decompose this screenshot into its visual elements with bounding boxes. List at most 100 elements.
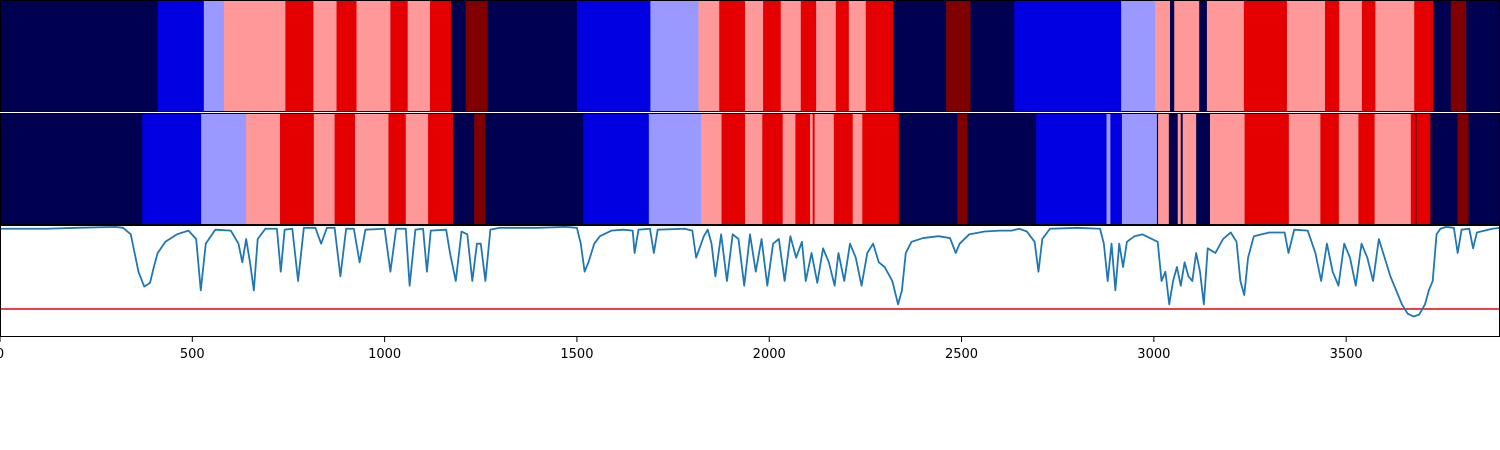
heatmap-segment-23 <box>810 113 814 225</box>
heatmap-segment-19 <box>745 113 763 225</box>
heatmap-segment-48 <box>1358 113 1376 225</box>
heatmap-segment-7 <box>336 0 357 112</box>
heatmap-segment-25 <box>848 0 867 112</box>
heatmap-segment-18 <box>721 113 746 225</box>
heatmap-segment-34 <box>1174 0 1200 112</box>
heatmap-segment-45 <box>1288 113 1321 225</box>
heatmap-segment-50 <box>1410 113 1416 225</box>
heatmap-segment-24 <box>835 0 850 112</box>
heatmap-segment-9 <box>390 0 409 112</box>
signal-series-line <box>0 225 1500 318</box>
heatmap-segment-6 <box>313 113 336 225</box>
heatmap-segment-5 <box>280 113 315 225</box>
heatmap-segment-46 <box>1466 0 1500 112</box>
heatmap-segment-32 <box>1036 113 1107 225</box>
heatmap-segment-12 <box>451 0 467 112</box>
x-tick-label: 1500 <box>560 347 593 362</box>
x-axis: 0 500 1000 1500 2000 2500 3000 3500 <box>0 337 1363 362</box>
heatmap-segment-13 <box>474 113 486 225</box>
heatmap-segment-47 <box>1338 113 1359 225</box>
x-tick-label: 2500 <box>945 347 978 362</box>
heatmap-segment-10 <box>407 0 431 112</box>
heatmap-segment-37 <box>1243 0 1288 112</box>
heatmap-segment-1 <box>0 113 143 225</box>
heatmap-segment-14 <box>487 0 578 112</box>
heatmap-segment-28 <box>946 0 971 112</box>
heatmap-segment-8 <box>355 113 389 225</box>
heatmap-track-bottom <box>0 113 1500 225</box>
heatmap-segment-4 <box>223 0 286 112</box>
heatmap-segment-38 <box>1168 113 1179 225</box>
heatmap-segment-24 <box>812 113 816 225</box>
heatmap-segment-14 <box>485 113 584 225</box>
heatmap-segment-35 <box>1199 0 1208 112</box>
heatmap-segment-42 <box>1375 0 1415 112</box>
heatmap-segment-35 <box>1121 113 1158 225</box>
heatmap-segment-3 <box>201 113 247 225</box>
heatmap-segment-13 <box>465 0 489 112</box>
heatmap-segment-44 <box>1244 113 1290 225</box>
x-tick-label: 2000 <box>753 347 786 362</box>
heatmap-segment-36 <box>1156 113 1159 225</box>
heatmap-segment-3 <box>203 0 225 112</box>
heatmap-segment-43 <box>1210 113 1246 225</box>
heatmap-segment-19 <box>745 0 764 112</box>
heatmap-segment-10 <box>405 113 429 225</box>
heatmap-segment-36 <box>1206 0 1245 112</box>
heatmap-segment-44 <box>1433 0 1452 112</box>
heatmap-segment-12 <box>453 113 475 225</box>
heatmap-segment-27 <box>852 113 863 225</box>
heatmap-segment-54 <box>1457 113 1469 225</box>
heatmap-segment-22 <box>795 113 811 225</box>
heatmap-segment-20 <box>762 113 784 225</box>
heatmap-segment-29 <box>970 0 1015 112</box>
heatmap-segment-43 <box>1414 0 1434 112</box>
heatmap-segment-32 <box>1155 0 1171 112</box>
panel-frames <box>0 0 1500 337</box>
heatmap-segment-49 <box>1374 113 1412 225</box>
heatmap-segment-25 <box>814 113 835 225</box>
heatmap-segment-2 <box>157 0 205 112</box>
heatmap-segment-4 <box>246 113 281 225</box>
heatmap-segment-42 <box>1196 113 1211 225</box>
heatmap-segment-26 <box>865 0 894 112</box>
heatmap-segment-11 <box>430 0 452 112</box>
heatmap-segment-5 <box>285 0 314 112</box>
heatmap-segment-52 <box>1416 113 1431 225</box>
heatmap-segment-33 <box>1170 0 1175 112</box>
heatmap-segment-15 <box>583 113 650 225</box>
heatmap-segment-39 <box>1177 113 1182 225</box>
heatmap-segment-21 <box>780 0 802 112</box>
x-tick-label: 3500 <box>1330 347 1363 362</box>
heatmap-segment-40 <box>1339 0 1363 112</box>
heatmap-segment-38 <box>1286 0 1326 112</box>
x-tick-label: 1000 <box>368 347 401 362</box>
heatmap-segment-26 <box>833 113 854 225</box>
heatmap-segment-2 <box>142 113 202 225</box>
heatmap-segment-1 <box>0 0 159 112</box>
heatmap-segment-23 <box>816 0 837 112</box>
heatmap-segment-11 <box>428 113 454 225</box>
heatmap-segment-6 <box>313 0 337 112</box>
heatmap-segment-30 <box>1014 0 1122 112</box>
heatmap-segment-17 <box>701 113 722 225</box>
heatmap-segment-41 <box>1361 0 1376 112</box>
heatmap-segment-20 <box>763 0 782 112</box>
line-plot-background <box>0 225 1500 337</box>
x-tick-label: 3000 <box>1137 347 1170 362</box>
heatmap-segment-15 <box>576 0 651 112</box>
heatmap-segment-31 <box>1121 0 1156 112</box>
heatmap-segment-7 <box>334 113 356 225</box>
heatmap-segment-22 <box>800 0 817 112</box>
heatmap-segment-16 <box>648 113 702 225</box>
heatmap-segment-39 <box>1325 0 1340 112</box>
heatmap-segment-9 <box>388 113 407 225</box>
x-tick-label: 500 <box>180 347 205 362</box>
heatmap-segment-46 <box>1320 113 1340 225</box>
heatmap-segment-34 <box>1110 113 1123 225</box>
heatmap-segment-40 <box>1180 113 1184 225</box>
heatmap-segment-33 <box>1106 113 1111 225</box>
heatmap-segment-8 <box>356 0 391 112</box>
heatmap-segment-21 <box>782 113 796 225</box>
